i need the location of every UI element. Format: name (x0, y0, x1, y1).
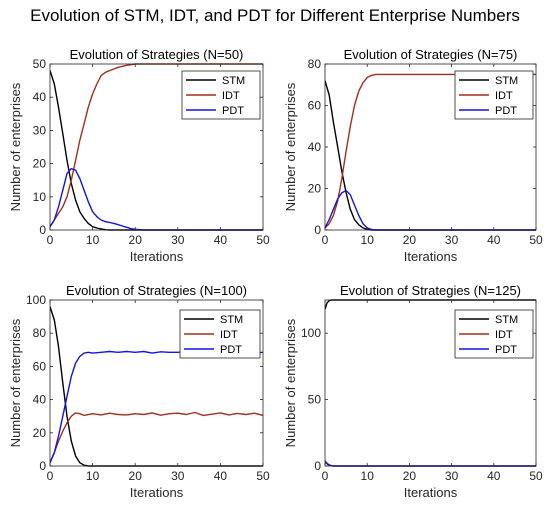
x-tick-label: 20 (129, 469, 143, 483)
y-axis-label: Number of enterprises (283, 82, 298, 211)
chart-title: Evolution of Strategies (N=125) (340, 283, 521, 298)
legend: STM IDT PDT (454, 70, 534, 120)
y-tick-label: 100 (301, 326, 321, 340)
y-tick-label: 40 (33, 90, 47, 104)
legend-label-stm: STM (220, 314, 243, 326)
y-tick-label: 20 (33, 426, 47, 440)
chart-title: Evolution of Strategies (N=50) (70, 47, 244, 62)
x-axis-label: Iterations (404, 485, 458, 500)
y-axis-label: Number of enterprises (8, 318, 23, 447)
series-line-idt (50, 411, 263, 463)
y-tick-label: 80 (308, 57, 322, 71)
x-tick-label: 20 (403, 469, 417, 483)
figure-title: Evolution of STM, IDT, and PDT for Diffe… (30, 6, 520, 25)
y-tick-label: 0 (314, 459, 321, 473)
x-axis-label: Iterations (130, 249, 184, 264)
axes-box (324, 299, 537, 467)
chart-panel-3: 0 10 20 30 40 50 0 20 40 60 80 100 Iterations Number … (8, 283, 270, 500)
x-tick-label: 10 (86, 469, 100, 483)
x-tick-label: 50 (529, 469, 543, 483)
x-tick-label: 30 (445, 469, 459, 483)
y-tick-label: 60 (308, 99, 322, 113)
legend-label-stm: STM (495, 314, 518, 326)
y-axis-label: Number of enterprises (8, 82, 23, 211)
x-axis-label: Iterations (130, 485, 184, 500)
y-tick-label: 40 (308, 140, 322, 154)
legend-label-idt: IDT (222, 90, 240, 102)
legend: STM IDT PDT (181, 70, 261, 120)
y-tick-label: 30 (33, 123, 47, 137)
x-tick-label: 30 (445, 233, 459, 247)
x-tick-label: 40 (214, 233, 228, 247)
x-tick-label: 40 (487, 233, 501, 247)
series-line-idt (325, 73, 536, 229)
y-tick-label: 40 (33, 393, 47, 407)
legend-label-stm: STM (222, 75, 245, 87)
x-tick-label: 0 (322, 233, 329, 247)
legend-label-stm: STM (495, 75, 518, 87)
legend: STM IDT PDT (454, 309, 534, 359)
legend-label-pdt: PDT (222, 105, 244, 117)
y-tick-label: 60 (33, 359, 47, 373)
x-tick-label: 50 (529, 233, 543, 247)
y-axis-label: Number of enterprises (283, 318, 298, 447)
x-tick-label: 40 (214, 469, 228, 483)
x-tick-label: 50 (256, 233, 270, 247)
y-tick-label: 50 (308, 393, 322, 407)
legend-label-idt: IDT (495, 90, 513, 102)
y-tick-label: 50 (33, 57, 47, 71)
y-tick-label: 20 (33, 157, 47, 171)
y-tick-label: 10 (33, 190, 47, 204)
y-tick-label: 0 (39, 459, 46, 473)
x-tick-label: 0 (322, 469, 329, 483)
y-tick-label: 0 (39, 223, 46, 237)
x-tick-label: 40 (487, 469, 501, 483)
x-tick-label: 20 (129, 233, 143, 247)
legend-label-pdt: PDT (495, 105, 517, 117)
legend-label-idt: IDT (495, 329, 513, 341)
x-tick-label: 20 (403, 233, 417, 247)
chart-title: Evolution of Strategies (N=100) (66, 283, 247, 298)
x-tick-label: 0 (47, 233, 54, 247)
x-tick-label: 10 (86, 233, 100, 247)
axes-box (49, 299, 264, 467)
chart-panel-2: 0 10 20 30 40 50 0 20 40 60 80 Iterations Number of … (283, 47, 543, 264)
x-tick-label: 10 (361, 233, 375, 247)
y-tick-label: 0 (314, 223, 321, 237)
legend-label-pdt: PDT (495, 344, 517, 356)
y-tick-label: 100 (26, 293, 46, 307)
y-tick-label: 80 (33, 326, 47, 340)
legend-label-idt: IDT (220, 329, 238, 341)
x-tick-label: 50 (256, 469, 270, 483)
x-tick-label: 0 (47, 469, 54, 483)
x-tick-label: 10 (361, 469, 375, 483)
chart-panel-1: 0 10 20 30 40 50 0 10 20 30 40 50 Iterations Number o… (8, 47, 270, 264)
legend-label-pdt: PDT (220, 344, 242, 356)
axes-box (49, 63, 264, 231)
x-tick-label: 30 (171, 233, 185, 247)
chart-panel-4: 0 10 20 30 40 50 0 50 100 Iterations Number of ent… (283, 283, 543, 500)
y-tick-label: 20 (308, 182, 322, 196)
x-axis-label: Iterations (404, 249, 458, 264)
chart-title: Evolution of Strategies (N=75) (344, 47, 518, 62)
x-tick-label: 30 (171, 469, 185, 483)
legend: STM IDT PDT (179, 309, 261, 359)
